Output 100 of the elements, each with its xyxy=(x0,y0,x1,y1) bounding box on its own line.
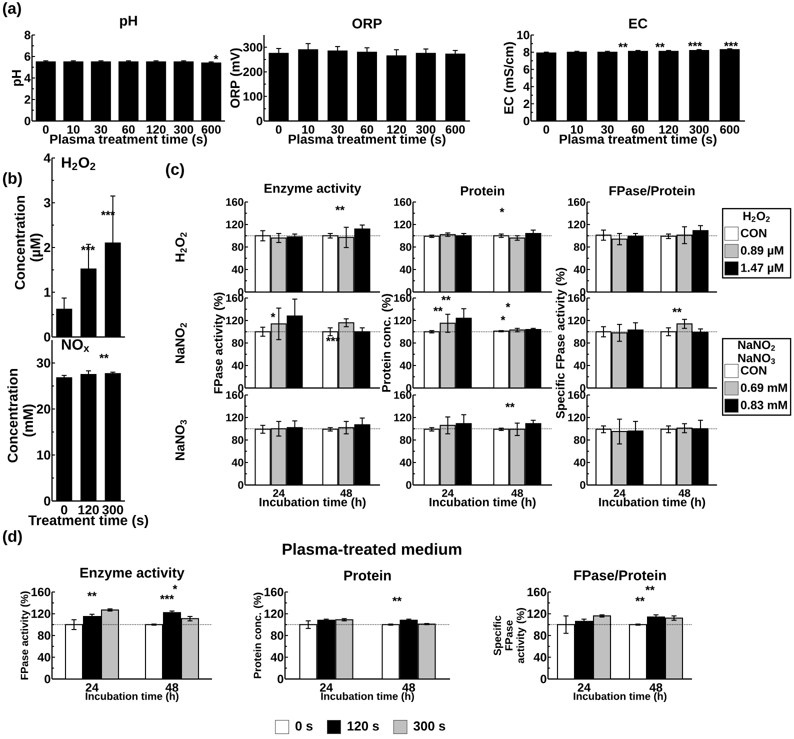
x-tick-label: 300 xyxy=(416,125,436,134)
y-tick-label: 160 xyxy=(264,588,284,596)
annotation: ** xyxy=(635,596,645,602)
x-tick-label: 0 xyxy=(61,505,68,514)
annotation: ** xyxy=(87,592,97,596)
y-tick-label: 40 xyxy=(574,362,586,370)
y-tick-label: 0 xyxy=(44,496,50,506)
x-tick-label: 600 xyxy=(202,125,221,134)
x-tick-label: 10 xyxy=(67,125,80,134)
y-tick-label: 4 xyxy=(24,74,31,82)
y-tick-label: 80 xyxy=(574,243,586,251)
x-tick-label: 24 xyxy=(442,489,454,497)
y-tick-label: 0 xyxy=(278,674,284,684)
text: NaNO$_{2}$ xyxy=(175,323,187,363)
y-axis-title: FPase activity (%) xyxy=(214,292,225,394)
y-axis-title: ORP (mV) xyxy=(230,48,242,108)
y-tick-label: 80 xyxy=(400,436,412,444)
chart-title: Protein xyxy=(460,186,504,196)
text: * xyxy=(172,584,178,590)
y-tick-label: 40 xyxy=(534,653,546,662)
legend-label: 1.47 µM xyxy=(741,264,784,274)
y-tick-label: 80 xyxy=(574,339,586,347)
y-axis-title: Protein conc. (%) xyxy=(253,592,264,678)
y-tick-label: 120 xyxy=(32,610,50,618)
y-tick-label: 40 xyxy=(232,458,244,466)
y-tick-label: 0 xyxy=(256,116,262,126)
y-axis-title: EC (mS/cm) xyxy=(504,42,516,114)
y-tick-label: 40 xyxy=(232,362,244,370)
text: NaNO$_{3}$ xyxy=(175,420,187,460)
y-axis-title: FPase activity (%) xyxy=(20,591,30,680)
x-tick-label: 30 xyxy=(331,125,344,134)
annotation: ** xyxy=(505,402,515,408)
x-tick-label: 48 xyxy=(678,489,690,497)
y-tick-label: 8 xyxy=(524,48,530,56)
y-tick-label: 80 xyxy=(534,631,546,640)
chart-title: EC xyxy=(629,18,648,28)
x-tick-label: 120 xyxy=(146,125,166,134)
y-tick-label: 0 xyxy=(540,674,546,684)
y-tick-label: 120 xyxy=(226,414,244,422)
y-tick-label: 40 xyxy=(38,653,50,662)
y-tick-label: 160 xyxy=(568,294,586,302)
y-axis-title: Specific FPase activity (%) xyxy=(556,268,567,418)
y-tick-label: 0 xyxy=(24,116,30,126)
y-tick-label: 80 xyxy=(400,243,412,251)
x-tick-label: 600 xyxy=(720,125,740,134)
y-tick-label: 0 xyxy=(406,384,412,392)
chart-title: Enzyme activity xyxy=(80,567,184,580)
y-tick-label: 1 xyxy=(44,288,50,297)
x-axis-title: Incubation time (h) xyxy=(430,498,536,509)
annotation: ** xyxy=(618,42,628,48)
y-tick-label: 80 xyxy=(400,339,412,347)
legend-label: CON xyxy=(740,228,766,238)
y-tick-label: 80 xyxy=(232,436,244,444)
y-tick-label: 80 xyxy=(232,339,244,347)
y-tick-label: 80 xyxy=(270,631,284,640)
y-tick-label: 0 xyxy=(580,384,586,392)
y-tick-label: 0 xyxy=(44,674,50,684)
y-tick-label: 80 xyxy=(38,631,50,640)
legend-label: CON xyxy=(740,366,766,375)
chart-title: H$_{2}$O$_{2}$ xyxy=(62,157,96,170)
chart-title: FPase/Protein xyxy=(610,186,695,196)
x-axis-title: Incubation time (h) xyxy=(260,498,366,509)
annotation: * xyxy=(506,302,510,308)
x-tick-label: 48 xyxy=(511,489,524,497)
y-tick-label: 2 xyxy=(24,95,30,104)
y-tick-label: 4 xyxy=(523,82,530,91)
y-tick-label: 120 xyxy=(568,220,586,228)
y-tick-label: 40 xyxy=(400,266,412,274)
x-tick-label: 300 xyxy=(174,125,194,134)
x-tick-label: 24 xyxy=(273,489,285,497)
y-tick-label: 0 xyxy=(238,481,244,489)
y-axis-title: Specific FPase activity (%) xyxy=(493,608,526,664)
y-tick-label: 0 xyxy=(238,384,244,392)
x-axis-title: Incubation time (h) xyxy=(321,692,414,702)
y-tick-label: 120 xyxy=(394,316,412,324)
y-tick-label: 160 xyxy=(394,391,412,399)
text: Plasma-treated medium xyxy=(282,543,462,555)
x-tick-label: 120 xyxy=(387,125,406,134)
y-tick-label: 8 xyxy=(24,30,30,40)
x-tick-label: 48 xyxy=(166,683,178,692)
chart-title: ORP xyxy=(352,18,382,28)
y-axis-title: Concentration (µM) xyxy=(14,196,44,290)
x-tick-label: 60 xyxy=(360,125,374,134)
x-tick-label: 48 xyxy=(340,489,352,497)
legend-label: 0.89 µM xyxy=(740,246,784,258)
annotation: * xyxy=(500,316,506,320)
annotation: ** xyxy=(99,354,109,358)
y-tick-label: 0 xyxy=(524,116,530,126)
chart-title: Enzyme activity xyxy=(264,183,362,196)
chart-title: Protein xyxy=(344,570,391,580)
annotation: * xyxy=(270,312,276,318)
y-tick-label: 160 xyxy=(226,294,244,302)
y-axis-title: Concentration (mM) xyxy=(7,368,36,462)
annotation: *** xyxy=(688,42,702,46)
y-tick-label: 160 xyxy=(394,294,412,302)
x-tick-label: 120 xyxy=(78,505,99,514)
legend-label: 0.69 mM xyxy=(740,383,787,392)
annotation: ** xyxy=(392,596,402,602)
annotation: * xyxy=(500,208,504,212)
y-tick-label: 120 xyxy=(528,610,546,618)
